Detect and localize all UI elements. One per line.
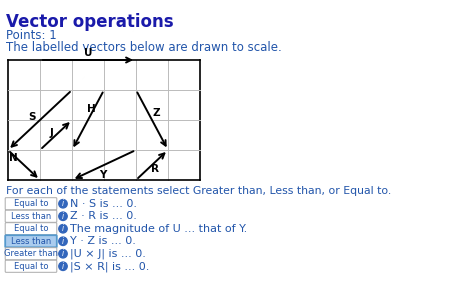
- Text: S: S: [28, 112, 36, 122]
- Text: R: R: [151, 164, 159, 174]
- Text: N: N: [9, 153, 18, 163]
- Text: Points: 1: Points: 1: [6, 29, 57, 42]
- Text: i: i: [62, 199, 64, 208]
- Text: J: J: [49, 129, 53, 138]
- Text: i: i: [62, 224, 64, 233]
- Text: Z · R is ... 0.: Z · R is ... 0.: [70, 211, 137, 221]
- Text: |S × R| is ... 0.: |S × R| is ... 0.: [70, 261, 149, 271]
- Text: Equal to: Equal to: [14, 262, 48, 271]
- Circle shape: [59, 249, 67, 258]
- Text: The labelled vectors below are drawn to scale.: The labelled vectors below are drawn to …: [6, 41, 282, 54]
- FancyBboxPatch shape: [5, 248, 57, 260]
- Text: N · S is ... 0.: N · S is ... 0.: [70, 199, 137, 209]
- Text: U: U: [84, 47, 92, 58]
- Text: Equal to: Equal to: [14, 224, 48, 233]
- Circle shape: [59, 199, 67, 208]
- Text: Greater than: Greater than: [4, 249, 58, 258]
- FancyBboxPatch shape: [5, 210, 57, 222]
- Text: For each of the statements select Greater than, Less than, or Equal to.: For each of the statements select Greate…: [6, 186, 391, 196]
- Text: i: i: [62, 237, 64, 246]
- Text: Vector operations: Vector operations: [6, 13, 173, 31]
- Text: The magnitude of U ... that of Y.: The magnitude of U ... that of Y.: [70, 224, 247, 234]
- Circle shape: [59, 225, 67, 233]
- Text: Z: Z: [152, 108, 160, 118]
- Text: Y: Y: [99, 170, 106, 179]
- FancyBboxPatch shape: [5, 198, 57, 210]
- Text: Less than: Less than: [11, 212, 51, 221]
- Text: H: H: [87, 105, 96, 114]
- FancyBboxPatch shape: [5, 260, 57, 272]
- Text: i: i: [62, 212, 64, 221]
- Text: i: i: [62, 262, 64, 271]
- Circle shape: [59, 262, 67, 271]
- Circle shape: [59, 212, 67, 221]
- Text: Equal to: Equal to: [14, 199, 48, 208]
- Text: |U × J| is ... 0.: |U × J| is ... 0.: [70, 249, 146, 259]
- Text: i: i: [62, 249, 64, 258]
- Text: Y · Z is ... 0.: Y · Z is ... 0.: [70, 236, 136, 246]
- FancyBboxPatch shape: [5, 223, 57, 235]
- Circle shape: [59, 237, 67, 245]
- Text: Less than: Less than: [11, 237, 51, 246]
- FancyBboxPatch shape: [5, 235, 57, 247]
